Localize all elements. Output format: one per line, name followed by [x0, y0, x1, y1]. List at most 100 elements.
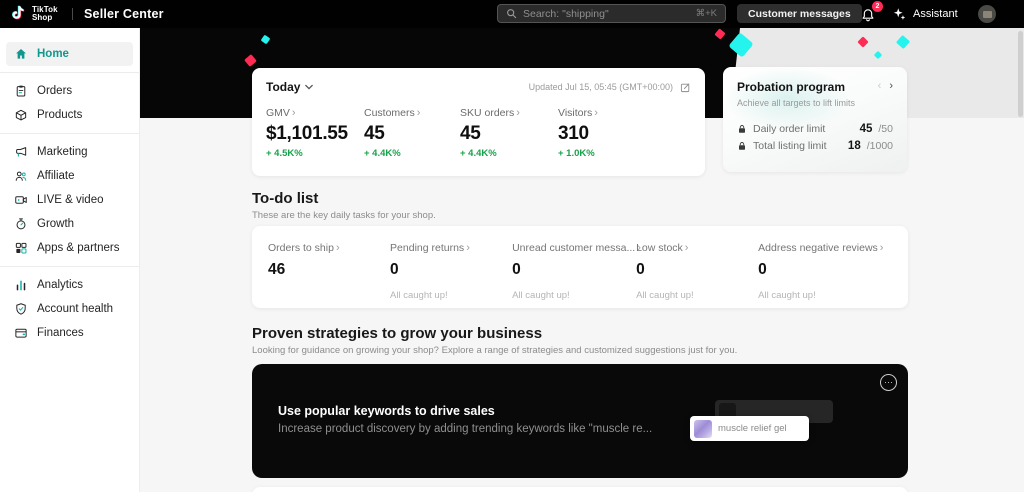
sidebar-item-label: Growth — [37, 218, 75, 230]
todo-item-negative-reviews: Address negative reviews › 0 All caught u… — [758, 241, 892, 301]
todo-link[interactable]: Low stock › — [636, 241, 689, 254]
sidebar-item-label: LIVE & video — [37, 194, 104, 206]
strategy-card-title: Use popular keywords to drive sales — [278, 404, 495, 418]
todo-section-subtitle: These are the key daily tasks for your s… — [252, 210, 436, 221]
keyword-chip: muscle relief gel — [690, 416, 809, 441]
metric-link[interactable]: SKU orders › — [460, 106, 520, 119]
todo-link[interactable]: Unread customer messa... › — [512, 241, 641, 254]
sidebar-item-home[interactable]: Home — [6, 42, 133, 66]
next-card-partial — [252, 487, 908, 492]
todo-item-unread-messages: Unread customer messa... › 0 All caught u… — [512, 241, 641, 301]
chevron-right-icon: › — [516, 106, 520, 119]
todo-item-orders-to-ship: Orders to ship › 46 — [268, 242, 390, 292]
notifications-button[interactable]: 2 — [858, 1, 883, 25]
chevron-right-icon: › — [466, 241, 470, 254]
todo-link[interactable]: Pending returns › — [390, 241, 470, 254]
metric-link[interactable]: Customers › — [364, 106, 421, 119]
todo-link[interactable]: Address negative reviews › — [758, 241, 884, 254]
overview-card: Today Updated Jul 15, 05:45 (GMT+00:00) … — [252, 68, 705, 176]
search-icon — [506, 8, 517, 19]
analytics-icon — [13, 278, 28, 293]
assistant-button[interactable]: Assistant — [892, 0, 958, 28]
metric-change: + 4.4K% — [460, 148, 497, 159]
edit-icon[interactable] — [680, 82, 691, 93]
finances-icon — [13, 326, 28, 341]
metric-gmv: GMV › $1,101.55 + 4.5K% — [266, 107, 364, 159]
live-video-icon — [13, 193, 28, 208]
sidebar-item-orders[interactable]: Orders — [6, 79, 133, 103]
account-avatar[interactable] — [978, 5, 996, 23]
chevron-right-icon: › — [416, 106, 421, 119]
metric-link[interactable]: Visitors › — [558, 106, 598, 119]
sidebar-item-marketing[interactable]: Marketing — [6, 140, 133, 164]
sidebar-divider — [0, 72, 139, 73]
tiktok-shop-logo[interactable]: TikTok Shop — [10, 0, 73, 28]
todo-item-pending-returns: Pending returns › 0 All caught up! — [390, 241, 512, 301]
chevron-right-icon: › — [684, 241, 689, 254]
sidebar-item-label: Marketing — [37, 146, 88, 158]
account-health-icon — [13, 302, 28, 317]
top-navigation-bar: TikTok Shop Seller Center ⌘+K Customer m… — [0, 0, 1024, 28]
sidebar-item-finances[interactable]: Finances — [6, 321, 133, 345]
sidebar-item-apps-partners[interactable]: Apps & partners — [6, 236, 133, 260]
sidebar-item-label: Analytics — [37, 279, 84, 291]
strategies-section-subtitle: Looking for guidance on growing your sho… — [252, 345, 738, 356]
strategies-section-title: Proven strategies to grow your business — [252, 325, 543, 342]
sidebar-item-label: Home — [37, 48, 69, 60]
notification-badge: 2 — [872, 1, 883, 12]
sidebar-item-live-video[interactable]: LIVE & video — [6, 188, 133, 212]
apps-partners-icon — [13, 241, 28, 256]
strategy-card[interactable]: Use popular keywords to drive sales Incr… — [252, 364, 908, 478]
sidebar-item-affiliate[interactable]: Affiliate — [6, 164, 133, 188]
metric-change: + 4.5K% — [266, 148, 303, 159]
probation-program-card: Probation program Achieve all targets to… — [723, 67, 907, 172]
date-range-dropdown[interactable]: Today — [266, 80, 314, 94]
brand-divider — [71, 8, 73, 20]
sidebar-item-analytics[interactable]: Analytics — [6, 273, 133, 297]
lock-icon — [737, 141, 747, 151]
keyword-chip-label: muscle relief gel — [718, 423, 787, 434]
sidebar-item-products[interactable]: Products — [6, 103, 133, 127]
chevron-down-icon — [305, 84, 314, 90]
more-options-icon[interactable] — [880, 374, 897, 391]
sidebar-item-growth[interactable]: Growth — [6, 212, 133, 236]
main-content: Today Updated Jul 15, 05:45 (GMT+00:00) … — [140, 28, 1024, 492]
metric-link[interactable]: GMV › — [266, 106, 296, 119]
sidebar-item-label: Affiliate — [37, 170, 75, 182]
sidebar-item-account-health[interactable]: Account health — [6, 297, 133, 321]
sidebar-item-label: Finances — [37, 327, 84, 339]
assistant-label: Assistant — [913, 8, 958, 20]
lock-icon — [737, 124, 747, 134]
products-icon — [13, 108, 28, 123]
sidebar-item-label: Orders — [37, 85, 73, 97]
marketing-icon — [13, 145, 28, 160]
probation-row: Total listing limit 18/1000 — [737, 140, 893, 152]
customer-messages-button[interactable]: Customer messages — [737, 4, 862, 23]
global-search[interactable]: ⌘+K — [497, 4, 726, 23]
search-shortcut-hint: ⌘+K — [695, 8, 717, 19]
metric-visitors: Visitors › 310 + 1.0K% — [558, 107, 656, 159]
sidebar-item-label: Account health — [37, 303, 114, 315]
chevron-right-icon: › — [879, 241, 884, 254]
metric-change: + 4.4K% — [364, 148, 401, 159]
sparkle-icon — [892, 7, 907, 22]
search-input[interactable] — [523, 7, 690, 20]
home-icon — [13, 47, 28, 62]
page-scrollbar[interactable] — [1018, 31, 1023, 117]
probation-title: Probation program — [737, 80, 846, 94]
sidebar-divider — [0, 266, 139, 267]
todo-item-low-stock: Low stock › 0 All caught up! — [636, 241, 758, 301]
todo-section-title: To-do list — [252, 190, 319, 207]
todo-card: Orders to ship › 46 Pending returns › 0 Al… — [252, 226, 908, 308]
chevron-right-icon: › — [291, 106, 296, 119]
chevron-right-icon: › — [594, 106, 598, 119]
carousel-prev-icon[interactable]: ‹ — [877, 80, 882, 92]
sidebar-item-label: Apps & partners — [37, 242, 120, 254]
chevron-right-icon: › — [637, 241, 641, 254]
sidebar-divider — [0, 133, 139, 134]
todo-link[interactable]: Orders to ship › — [268, 241, 340, 254]
carousel-next-icon[interactable]: › — [889, 80, 893, 92]
page-title: Seller Center — [84, 7, 164, 21]
updated-timestamp: Updated Jul 15, 05:45 (GMT+00:00) — [528, 82, 673, 92]
